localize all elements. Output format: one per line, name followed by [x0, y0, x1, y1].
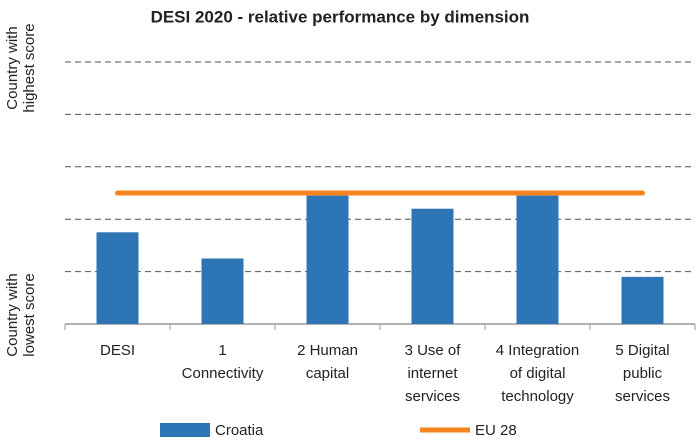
- x-tick-label: 2 Human: [297, 342, 358, 359]
- x-tick-label: DESI: [100, 342, 135, 359]
- y-axis-label: lowest score: [21, 273, 38, 356]
- legend-swatch: [160, 423, 210, 437]
- x-tick-label: 1: [218, 342, 226, 359]
- legend-label: Croatia: [215, 422, 264, 439]
- bar: [516, 195, 559, 324]
- x-tick-label: internet: [407, 365, 458, 382]
- bar: [411, 208, 454, 324]
- chart-title: DESI 2020 - relative performance by dime…: [151, 7, 530, 26]
- x-tick-label: services: [615, 388, 670, 405]
- y-axis-label: Country with: [4, 273, 21, 356]
- y-axis-label: Country with: [4, 26, 21, 109]
- x-tick-label: capital: [306, 365, 349, 382]
- x-tick-label: of digital: [510, 365, 566, 382]
- bar: [621, 276, 664, 324]
- x-tick-label: technology: [501, 388, 574, 405]
- x-tick-label: 4 Integration: [496, 342, 579, 359]
- x-tick-label: public: [623, 365, 663, 382]
- x-tick-label: services: [405, 388, 460, 405]
- y-axis-label: highest score: [21, 23, 38, 112]
- x-tick-label: 5 Digital: [615, 342, 669, 359]
- x-tick-label: Connectivity: [182, 365, 264, 382]
- legend-label: EU 28: [475, 422, 517, 439]
- bar: [306, 195, 349, 324]
- bar: [96, 232, 139, 324]
- bar: [201, 258, 244, 324]
- x-tick-label: 3 Use of: [405, 342, 462, 359]
